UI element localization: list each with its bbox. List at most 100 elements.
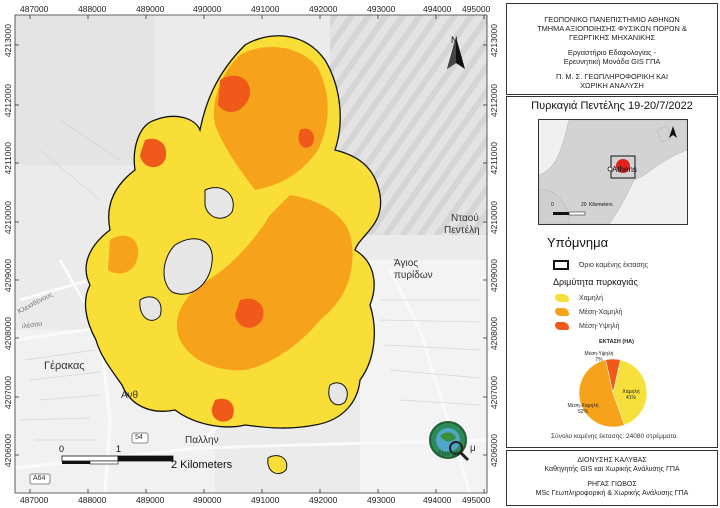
pie-slice-value: 52% (578, 409, 589, 415)
hill-relief (15, 15, 155, 165)
inset-scale-unit: Kilometers (589, 202, 613, 208)
author-2-role: MSc Γεωπληροφορική & Χωρικής Ανάλυσης ΓΠ… (535, 490, 689, 497)
boundary-swatch (553, 260, 569, 270)
pie-slice (578, 359, 625, 428)
y-tick-left: 4212000 (3, 84, 13, 118)
legend-item-medium-high: Μέση-Υψηλή (555, 322, 619, 330)
y-tick-right: 4206000 (489, 434, 499, 468)
pie-slice (612, 359, 648, 426)
legend-low-label: Χαμηλή (579, 294, 604, 302)
x-tick-bottom: 489000 (136, 495, 165, 505)
pie-slice-value: 41% (626, 395, 637, 401)
research-unit: Ερευνητική Μονάδα GIS ΓΠΑ (563, 57, 661, 66)
author-1-name: ΔΙΟΝΥΣΗΣ ΚΑΛΥΒΑΣ (577, 457, 647, 464)
y-tick-left: 4206000 (3, 434, 13, 468)
y-tick-right: 4209000 (489, 259, 499, 293)
y-tick-left: 4207000 (3, 376, 13, 410)
inset-map-canvas (539, 120, 687, 224)
place-label-anthousa: Ανθ (121, 390, 139, 401)
y-tick-left: 4208000 (3, 317, 13, 351)
logo-text: ΕΝ/ΓΣΣ (438, 452, 459, 458)
x-tick-top: 492000 (309, 4, 338, 14)
burn-medium-high-4 (211, 398, 234, 422)
road-shield-54 (131, 432, 149, 444)
burn-fragment (267, 455, 288, 474)
place-label-agios-spyridon: πυρίδων (394, 270, 433, 281)
pie-slice-label: Χαμηλή (622, 388, 639, 395)
map-canvas[interactable] (0, 0, 500, 508)
x-tick-bottom: 491000 (251, 495, 280, 505)
total-area: Σύνολο καμένης έκτασης: 24080 στρέμματα (551, 433, 677, 440)
y-tick-left: 4209000 (3, 259, 13, 293)
header-panel: ΓΕΩΠΟΝΙΚΟ ΠΑΝΕΠΙΣΤΗΜΙΟ ΑΘΗΝΩΝ ΤΜΗΜΑ ΑΞΙΟ… (506, 3, 718, 95)
author-1-role: Καθηγητής GIS και Χωρικής Ανάλυσης ΓΠΑ (544, 466, 680, 473)
pie-slice-value: 7% (595, 357, 603, 363)
legend-boundary-label: Όριο καμένης έκτασης (579, 261, 649, 269)
program-name-cont: ΧΩΡΙΚΗ ΑΝΑΛΥΣΗ (580, 81, 644, 90)
department-name-cont: ΓΕΩΡΓΙΚΗΣ ΜΗΧΑΝΙΚΗΣ (568, 33, 656, 42)
scale-label-1: 1 (116, 444, 122, 454)
y-tick-right: 4207000 (489, 376, 499, 410)
x-tick-top: 495000 (462, 4, 491, 14)
x-tick-top: 489000 (136, 4, 165, 14)
swatch-medium-low (555, 308, 569, 316)
unburned-island-3 (139, 296, 162, 321)
y-tick-right: 4210000 (489, 201, 499, 235)
swatch-low (555, 294, 569, 302)
burn-medium-high-3 (235, 298, 264, 328)
authors-panel: ΔΙΟΝΥΣΗΣ ΚΑΛΥΒΑΣ Καθηγητής GIS και Χωρικ… (506, 450, 718, 506)
burn-medium-high-1 (218, 75, 251, 113)
inset-map[interactable]: Athens 0 20 Kilometers (538, 119, 688, 225)
legend-panel: Πυρκαγιά Πεντέλης 19-20/7/2022 Athens 0 … (506, 96, 718, 448)
x-tick-top: 488000 (78, 4, 107, 14)
inset-city-label: Athens (612, 165, 637, 174)
lab-name: Εργαστήριο Εδαφολογίας - (567, 48, 657, 57)
author-2-name: ΡΗΓΑΣ ΓΙΩΒΟΣ (587, 481, 637, 488)
inset-scale-20: 20 (581, 202, 587, 208)
pie-slice-label: Μέση-Υψηλή (585, 350, 614, 357)
road-label-a64: Α64 (33, 475, 46, 482)
y-tick-left: 4213000 (3, 24, 13, 58)
scale-label-2: 2 Kilometers (171, 459, 233, 471)
x-tick-top: 494000 (423, 4, 452, 14)
road-label-54: 54 (135, 434, 143, 441)
pie-slice-label: Μέση-Χαμηλή (567, 402, 598, 409)
x-tick-bottom: 492000 (309, 495, 338, 505)
place-label-gerakas: Γέρακας (44, 360, 85, 372)
program-name: Π. Μ. Σ. ΓΕΩΠΛΗΡΟΦΟΡΙΚΗ ΚΑΙ (555, 72, 669, 81)
north-label: N (451, 35, 458, 45)
legend-item-boundary: Όριο καμένης έκτασης (553, 260, 648, 270)
pie-title: ΕΚΤΑΣΗ (HA) (599, 339, 634, 345)
y-tick-right: 4212000 (489, 84, 499, 118)
logo-globe-icon (429, 421, 470, 462)
unburned-island-1 (163, 238, 213, 295)
x-tick-bottom: 494000 (423, 495, 452, 505)
place-label-agios: Άγιος (394, 258, 419, 269)
x-tick-bottom: 495000 (462, 495, 491, 505)
x-tick-bottom: 490000 (193, 495, 222, 505)
x-tick-top: 491000 (251, 4, 280, 14)
burn-medium-high-5 (298, 128, 315, 148)
legend-medium-low-label: Μέση-Χαμηλή (579, 308, 623, 316)
x-tick-top: 493000 (367, 4, 396, 14)
map-panel: 487000 488000 489000 490000 491000 49200… (0, 0, 500, 508)
scale-bar (61, 455, 174, 465)
burn-medium-low-center (176, 195, 353, 371)
swatch-medium-high (555, 322, 569, 330)
x-tick-top: 487000 (20, 4, 49, 14)
y-tick-right: 4213000 (489, 24, 499, 58)
road-shield-a64 (29, 473, 51, 485)
unburned-island-4 (328, 382, 348, 406)
burned-area[interactable] (84, 35, 382, 474)
inset-scale-0: 0 (551, 202, 554, 208)
y-tick-left: 4211000 (3, 142, 13, 175)
map-title: Πυρκαγιά Πεντέλης 19-20/7/2022 (531, 100, 693, 112)
x-tick-top: 490000 (193, 4, 222, 14)
graticule-ticks (14, 14, 488, 494)
north-arrow-icon (447, 37, 465, 69)
unburned-island-2 (204, 187, 234, 219)
x-tick-bottom: 487000 (20, 495, 49, 505)
scale-label-0: 0 (59, 444, 65, 454)
x-tick-bottom: 493000 (367, 495, 396, 505)
university-name: ΓΕΩΠΟΝΙΚΟ ΠΑΝΕΠΙΣΤΗΜΙΟ ΑΘΗΝΩΝ (544, 15, 680, 24)
